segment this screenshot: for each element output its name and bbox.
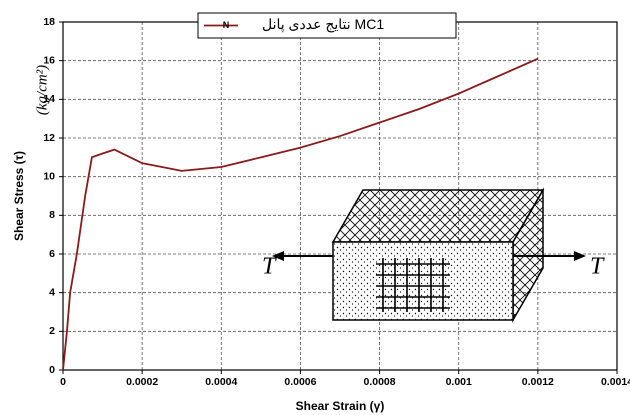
x-tick-label: 0 <box>60 376 66 388</box>
y-axis-unit: (kg/cm²) <box>34 65 50 115</box>
y-axis-label: Shear Stress (τ) <box>12 151 26 241</box>
x-tick-label: 0.0012 <box>522 376 554 388</box>
y-tick-label: 2 <box>49 325 55 337</box>
y-tick-label: 6 <box>49 248 55 260</box>
y-tick-label: 0 <box>49 364 55 376</box>
x-axis-label: Shear Strain (γ) <box>296 399 385 413</box>
y-tick-label: 4 <box>49 286 55 298</box>
x-tick-label: 0.0014 <box>601 376 630 388</box>
annotation: T <box>262 254 277 280</box>
x-tick-label: 0.0006 <box>284 376 316 388</box>
chart: 02468101214161800.00020.00040.00060.0008… <box>0 0 630 415</box>
y-tick-label: 12 <box>43 132 55 144</box>
legend-marker: N <box>223 20 230 30</box>
y-tick-label: 10 <box>43 170 55 182</box>
y-tick-label: 16 <box>43 54 55 66</box>
x-tick-label: 0.0008 <box>364 376 396 388</box>
x-tick-label: 0.0002 <box>126 376 158 388</box>
y-tick-label: 8 <box>49 209 55 221</box>
inset-diagram: T T <box>262 190 605 320</box>
x-tick-label: 0.001 <box>446 376 472 388</box>
x-tick-label: 0.0004 <box>205 376 237 388</box>
y-tick-label: 18 <box>43 16 55 28</box>
legend-label: نتایج عددی پانل MC1 <box>262 16 384 33</box>
annotation: T <box>590 254 605 280</box>
